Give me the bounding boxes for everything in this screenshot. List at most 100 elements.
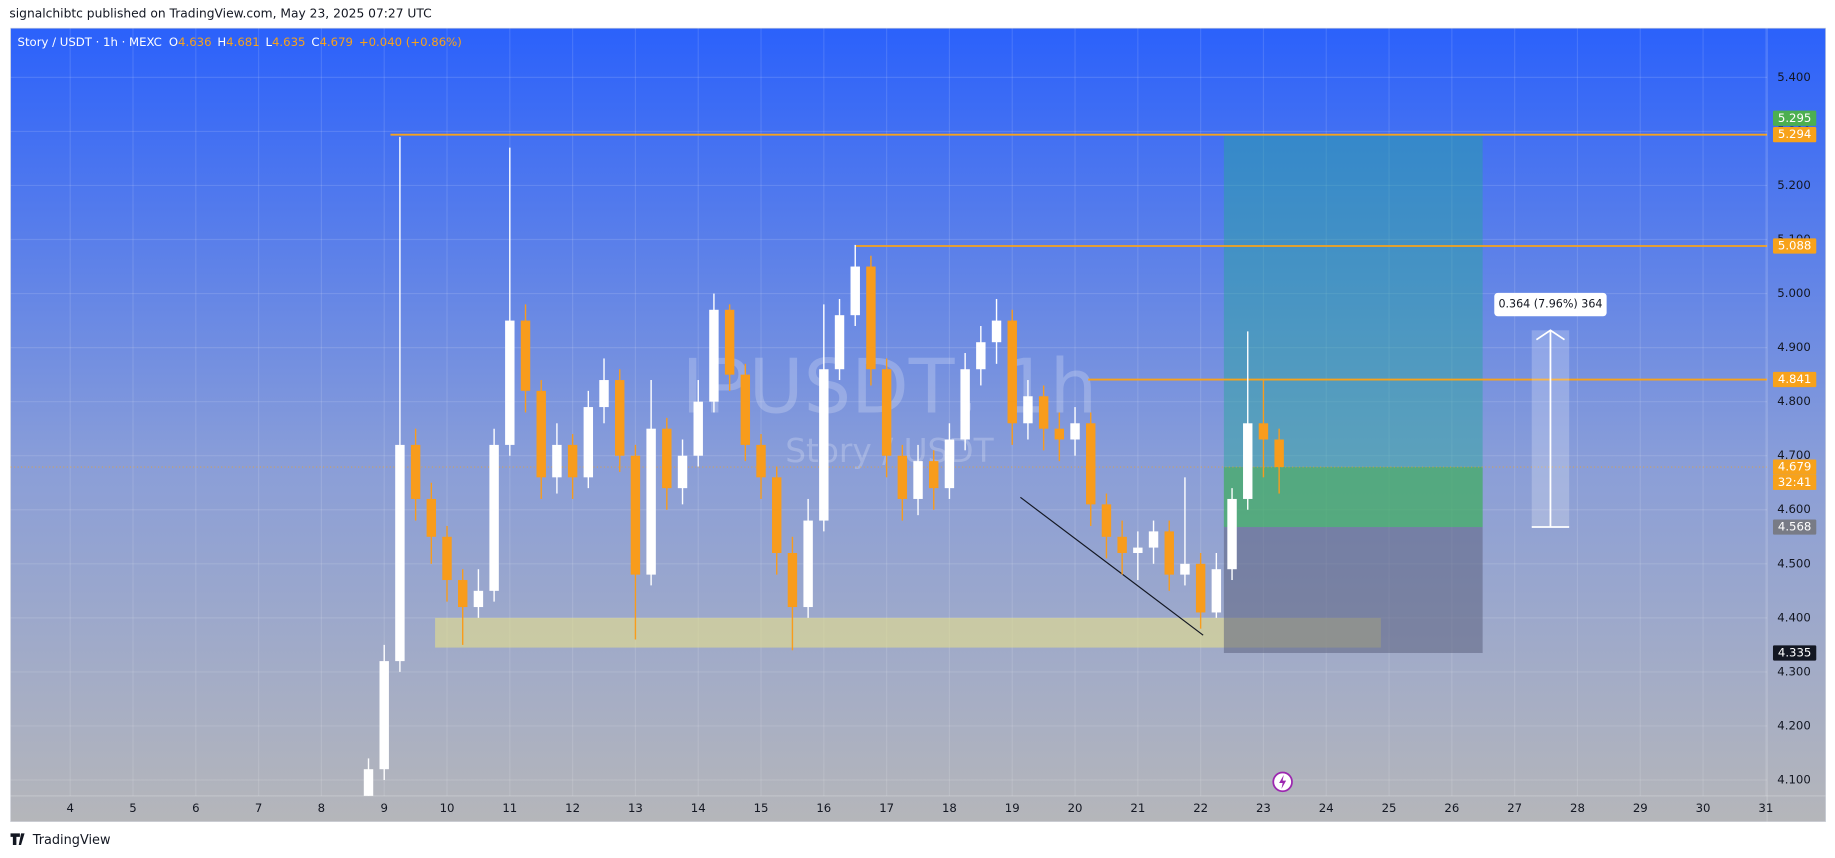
x-tick-label: 24 [1319, 801, 1334, 815]
x-tick-label: 14 [691, 801, 706, 815]
candle-body [1274, 439, 1284, 468]
candle-body [976, 342, 986, 370]
candle-body [709, 309, 719, 402]
x-tick-label: 18 [942, 801, 957, 815]
candle-body [1195, 563, 1206, 613]
candle-body [1258, 423, 1269, 440]
candle-body [819, 369, 829, 521]
price-label-box [1772, 238, 1817, 254]
price-label-box [1772, 371, 1817, 388]
candle-body [552, 444, 562, 478]
x-tick-label: 30 [1696, 801, 1711, 815]
candle-body [1038, 396, 1049, 429]
candle-body [520, 320, 531, 391]
candle-body [1117, 536, 1127, 554]
target-zone [1223, 134, 1483, 528]
x-tick-label: 9 [380, 801, 387, 815]
candle-body [944, 439, 955, 489]
legend-low: 4.635 [272, 35, 305, 49]
price-label: 5.088 [1778, 238, 1811, 252]
candle-body [991, 320, 1002, 343]
chart-background [10, 27, 1826, 822]
candle-body [615, 380, 625, 456]
support-zone [435, 617, 1381, 648]
price-label: 4.568 [1778, 520, 1811, 534]
x-tick-label: 5 [129, 801, 136, 815]
y-tick-label: 4.800 [1777, 394, 1810, 408]
candle-body [1243, 423, 1253, 499]
y-tick-label: 4.100 [1777, 773, 1810, 787]
footer-logo[interactable]: TradingView [10, 833, 111, 848]
candle-body [363, 769, 374, 796]
x-tick-label: 20 [1068, 801, 1083, 815]
y-tick-label: 4.400 [1777, 610, 1810, 624]
candle-body [426, 498, 437, 537]
price-label-box [1772, 110, 1817, 126]
x-tick-label: 23 [1256, 801, 1271, 815]
x-tick-label: 25 [1382, 801, 1397, 815]
symbol: Story / USDT · 1h · MEXC [18, 35, 162, 49]
candle-body [929, 461, 939, 489]
candle-body [505, 320, 515, 445]
price-label-box [1772, 645, 1817, 661]
price-label: 4.679 [1778, 460, 1811, 474]
x-tick-label: 15 [754, 801, 769, 815]
legend: Story / USDT · 1h · MEXC O4.636 H4.681 L4.6… [18, 35, 462, 49]
price-label-box [1772, 127, 1817, 143]
measure-label: 0.364 (7.96%) 364 [1498, 298, 1602, 311]
candle-body [395, 444, 405, 662]
legend-o-label: O [169, 35, 178, 49]
price-label: 5.295 [1778, 111, 1811, 125]
candle-body [1070, 423, 1080, 440]
x-tick-label: 28 [1570, 801, 1585, 815]
candle-body [1007, 320, 1017, 424]
candle-body [740, 374, 751, 445]
candle-body [583, 407, 594, 478]
candle-body [897, 455, 908, 499]
y-tick-label: 4.900 [1777, 340, 1810, 354]
price-label-box [1772, 459, 1817, 475]
legend-high: 4.681 [226, 35, 259, 49]
candle-body [724, 309, 735, 375]
candle-body [1023, 396, 1033, 424]
countdown: 32:41 [1778, 475, 1812, 489]
candle-body [677, 455, 688, 489]
x-tick-label: 29 [1633, 801, 1648, 815]
x-tick-label: 10 [440, 801, 455, 815]
candle-body [379, 661, 389, 770]
candle-body [567, 444, 578, 478]
candle-body [630, 455, 641, 575]
candle-body [866, 266, 876, 370]
candle-body [1180, 563, 1190, 575]
alert-icon[interactable] [1272, 771, 1293, 793]
candle-body [489, 444, 499, 591]
candle-body [960, 369, 970, 440]
price-label: 5.294 [1778, 127, 1811, 141]
candle-body [1101, 504, 1112, 537]
footer-brand[interactable]: TradingView [32, 833, 111, 848]
x-tick-label: 12 [565, 801, 580, 815]
candle-body [536, 390, 546, 478]
x-tick-label: 22 [1193, 801, 1208, 815]
candle-body [442, 536, 452, 581]
y-tick-label: 4.700 [1777, 448, 1810, 462]
candle-body [599, 380, 609, 408]
legend-open: 4.636 [178, 35, 211, 49]
x-tick-label: 4 [66, 801, 73, 815]
x-tick-label: 21 [1130, 801, 1145, 815]
candle-body [803, 520, 813, 608]
measure-arrowhead [1535, 329, 1565, 341]
legend-close: 4.679 [320, 35, 353, 49]
candle-body [913, 461, 923, 499]
profit-zone [1223, 467, 1483, 528]
candle-body [1211, 569, 1222, 613]
y-tick-label: 5.000 [1777, 286, 1810, 300]
candle-body [772, 477, 782, 554]
candle-body [881, 369, 892, 456]
x-tick-label: 17 [879, 801, 894, 815]
x-tick-label: 19 [1005, 801, 1020, 815]
measure-label-box [1494, 292, 1607, 317]
overlay: 4.100 4.200 4.300 4.400 4.500 4.600 4.700 4.800… [10, 28, 1826, 822]
